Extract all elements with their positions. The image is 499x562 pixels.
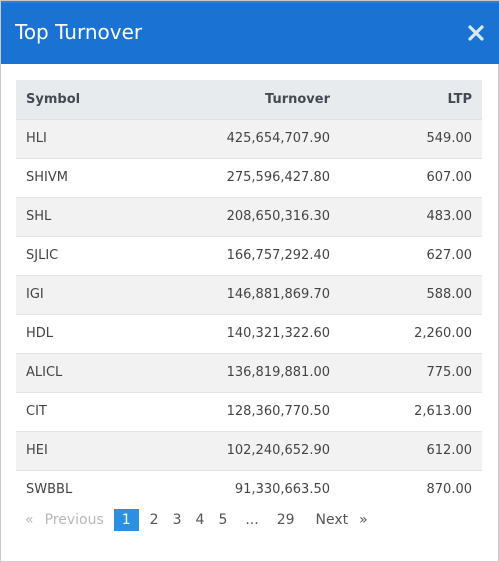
last-page-link[interactable]: » (359, 512, 368, 528)
cell-ltp: 483.00 (340, 196, 482, 236)
cell-symbol: CIT (16, 391, 126, 431)
column-header-ltp[interactable]: LTP (340, 80, 482, 120)
cell-turnover: 146,881,869.70 (126, 274, 340, 314)
cell-symbol: SWBBL (16, 469, 126, 509)
table-header-row: Symbol Turnover LTP (16, 80, 482, 120)
modal-header: Top Turnover (1, 1, 499, 64)
table-row: IGI 146,881,869.70 588.00 (16, 274, 482, 314)
turnover-table-container: Symbol Turnover LTP HLI 425,654,707.90 549… (16, 80, 482, 509)
cell-symbol: HDL (16, 313, 126, 353)
close-icon[interactable] (466, 23, 486, 43)
table-row: CIT 128,360,770.50 2,613.00 (16, 391, 482, 431)
table-row: SHL 208,650,316.30 483.00 (16, 196, 482, 236)
cell-ltp: 2,613.00 (340, 391, 482, 431)
cell-turnover: 140,321,322.60 (126, 313, 340, 353)
cell-turnover: 208,650,316.30 (126, 196, 340, 236)
cell-ltp: 775.00 (340, 352, 482, 392)
cell-symbol: SJLIC (16, 235, 126, 275)
page-link-1[interactable]: 1 (113, 509, 139, 531)
cell-turnover: 102,240,652.90 (126, 430, 340, 470)
table-row: HDL 140,321,322.60 2,260.00 (16, 313, 482, 353)
previous-page-link: Previous (44, 512, 104, 528)
table-row: SHIVM 275,596,427.80 607.00 (16, 157, 482, 197)
cell-turnover: 128,360,770.50 (126, 391, 340, 431)
table-row: HLI 425,654,707.90 549.00 (16, 118, 482, 158)
table-body: HLI 425,654,707.90 549.00 SHIVM 275,596,427.… (16, 118, 482, 509)
cell-ltp: 607.00 (340, 157, 482, 197)
cell-turnover: 275,596,427.80 (126, 157, 340, 197)
cell-symbol: IGI (16, 274, 126, 314)
page-link-2[interactable]: 2 (149, 512, 159, 528)
cell-turnover: 136,819,881.00 (126, 352, 340, 392)
cell-symbol: ALICL (16, 352, 126, 392)
pagination: « Previous 1 2 3 4 5 ... 29 Next » (18, 509, 375, 531)
table-row: SJLIC 166,757,292.40 627.00 (16, 235, 482, 275)
cell-symbol: HEI (16, 430, 126, 470)
cell-turnover: 91,330,663.50 (126, 469, 340, 509)
cell-ltp: 870.00 (340, 469, 482, 509)
page-link-5[interactable]: 5 (218, 512, 228, 528)
column-header-symbol[interactable]: Symbol (16, 80, 126, 120)
page-link-3[interactable]: 3 (172, 512, 182, 528)
next-page-link[interactable]: Next (315, 512, 349, 528)
table-row: HEI 102,240,652.90 612.00 (16, 430, 482, 470)
cell-ltp: 612.00 (340, 430, 482, 470)
cell-ltp: 588.00 (340, 274, 482, 314)
table-row: ALICL 136,819,881.00 775.00 (16, 352, 482, 392)
cell-ltp: 549.00 (340, 118, 482, 158)
cell-symbol: HLI (16, 118, 126, 158)
cell-ltp: 627.00 (340, 235, 482, 275)
cell-symbol: SHIVM (16, 157, 126, 197)
cell-turnover: 166,757,292.40 (126, 235, 340, 275)
pagination-ellipsis: ... (245, 512, 259, 528)
cell-ltp: 2,260.00 (340, 313, 482, 353)
column-header-turnover[interactable]: Turnover (126, 80, 340, 120)
page-link-4[interactable]: 4 (195, 512, 205, 528)
first-page-link: « (25, 512, 34, 528)
turnover-table: Symbol Turnover LTP HLI 425,654,707.90 549… (16, 80, 482, 509)
cell-turnover: 425,654,707.90 (126, 118, 340, 158)
page-link-29[interactable]: 29 (276, 512, 295, 528)
cell-symbol: SHL (16, 196, 126, 236)
table-row: SWBBL 91,330,663.50 870.00 (16, 469, 482, 509)
modal-title: Top Turnover (15, 20, 143, 44)
